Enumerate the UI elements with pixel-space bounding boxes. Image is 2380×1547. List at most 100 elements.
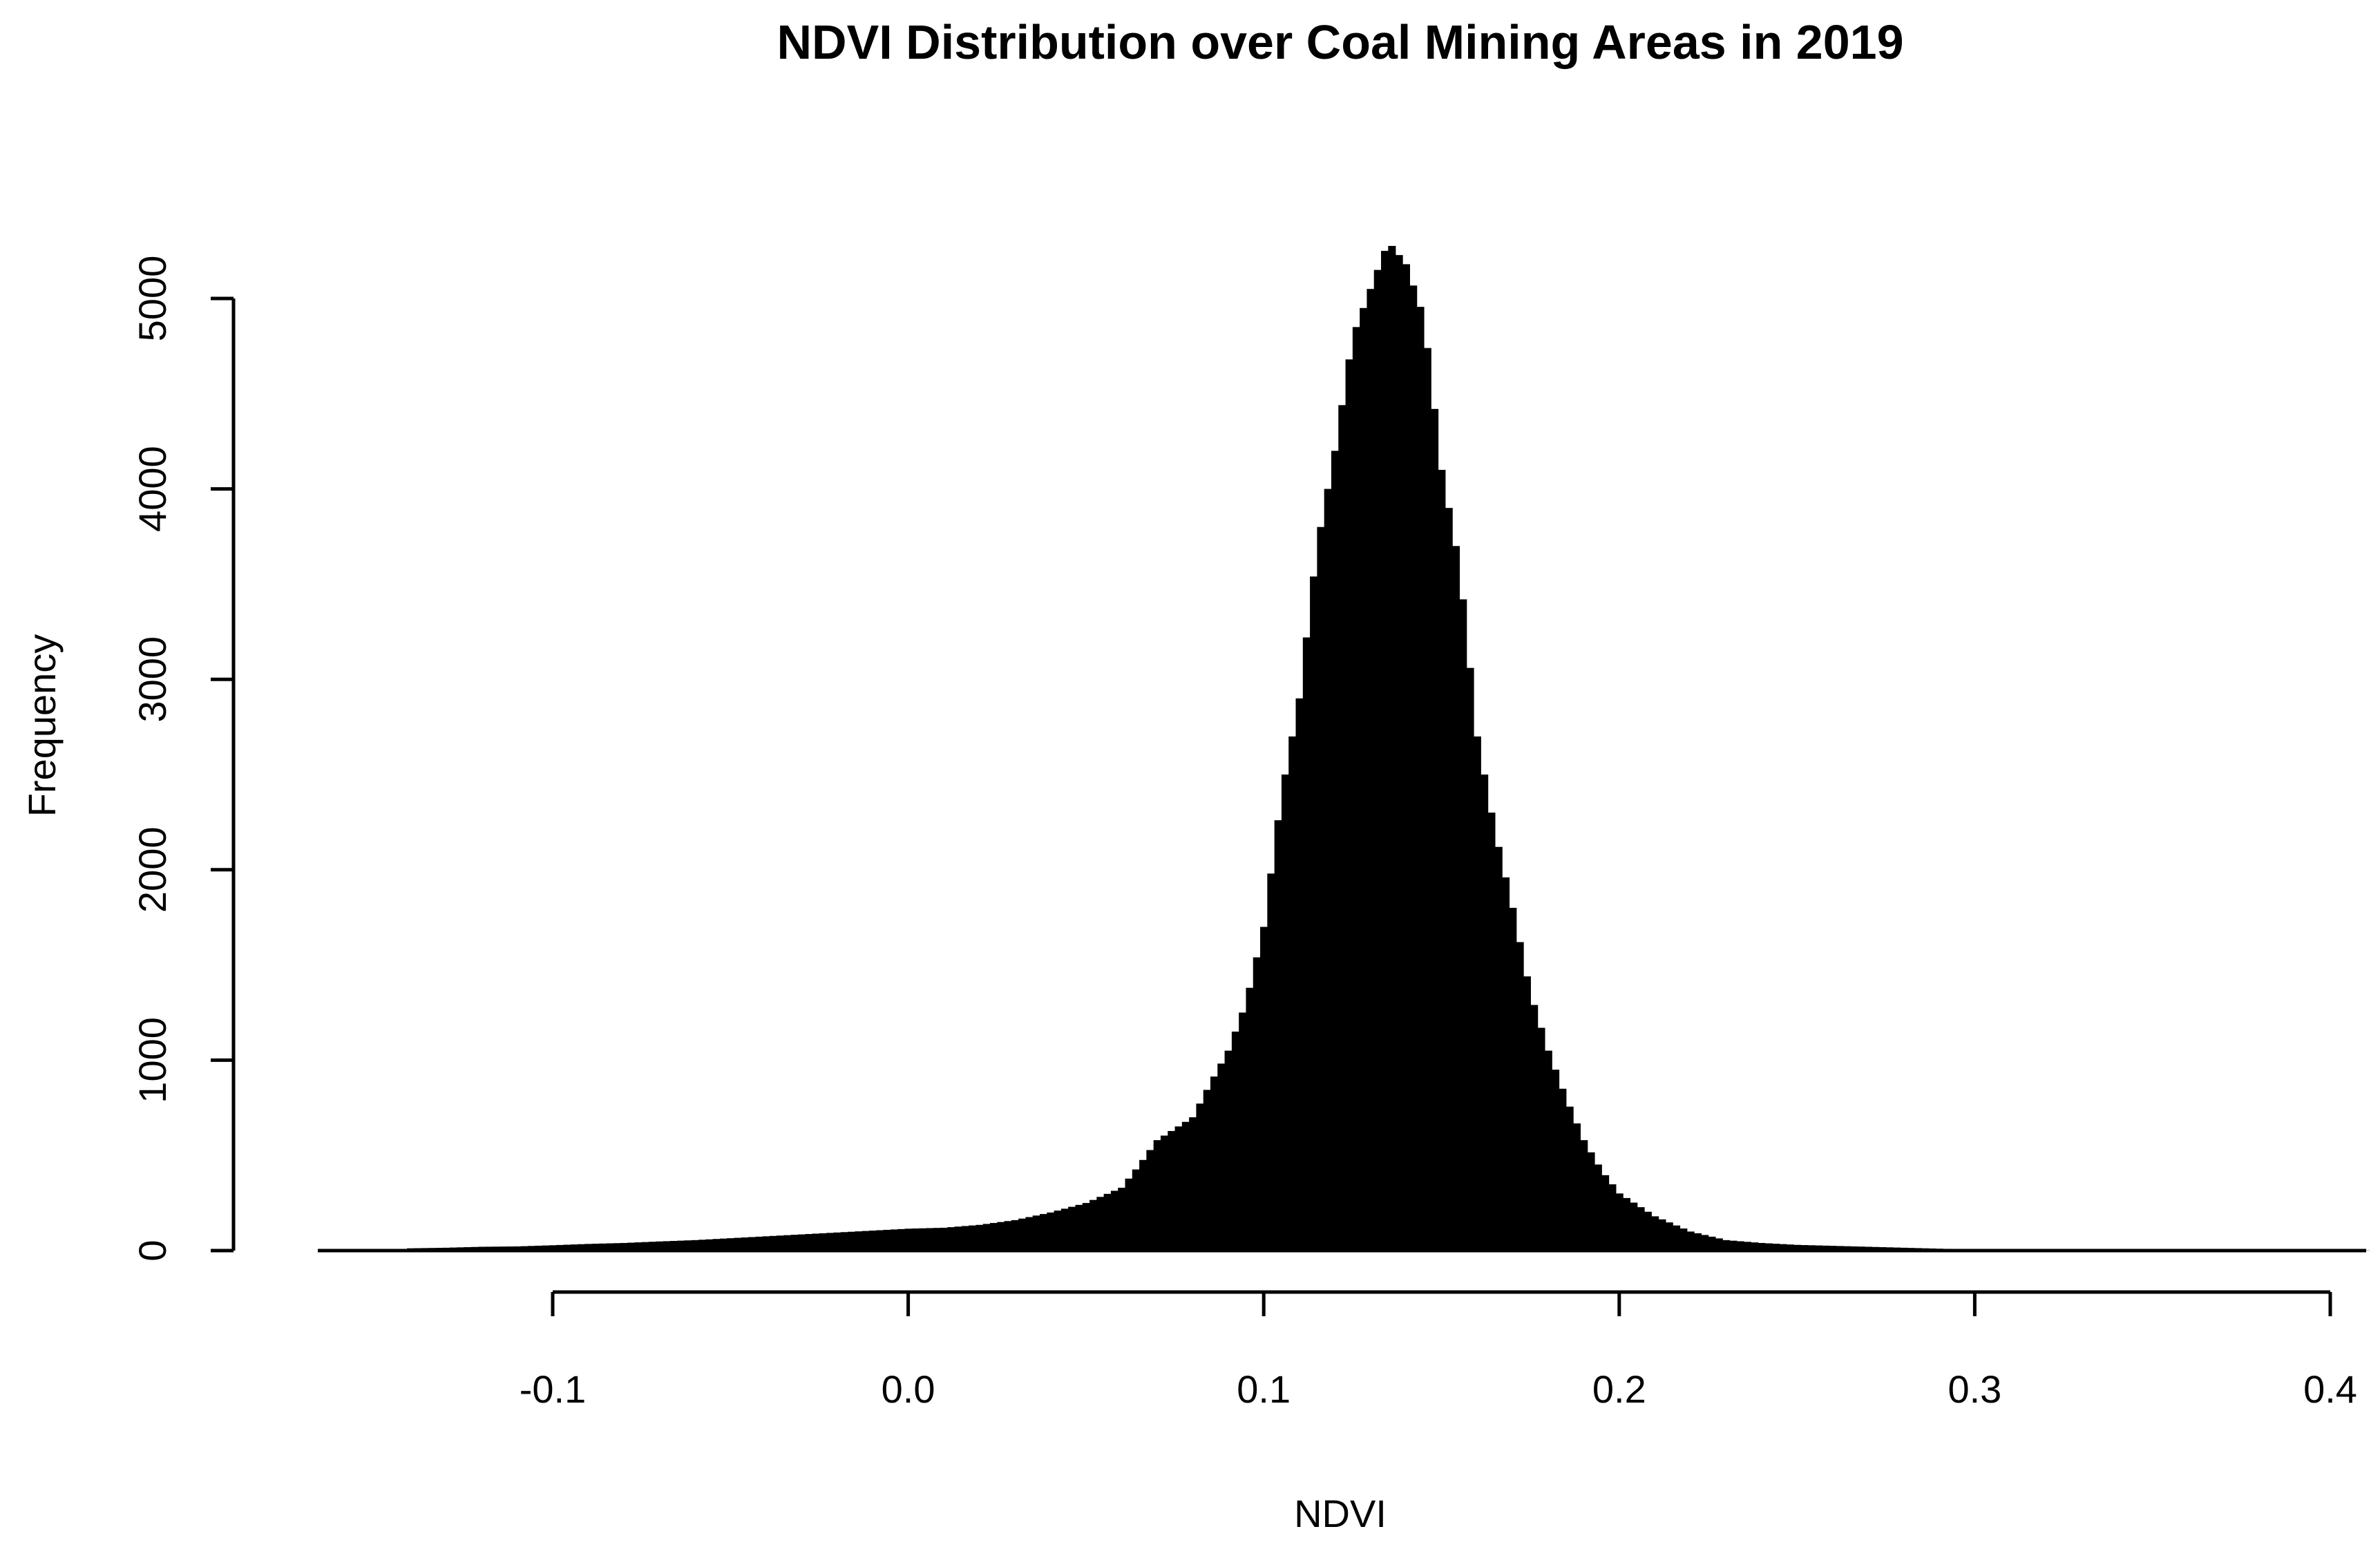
- histogram-bar-51: [769, 1235, 777, 1251]
- histogram-bar-22: [563, 1244, 571, 1251]
- histogram-bar-194: [1786, 1244, 1794, 1251]
- histogram-bar-145: [1438, 470, 1446, 1251]
- histogram-bar-124: [1288, 736, 1297, 1251]
- histogram-bar-63: [855, 1231, 863, 1251]
- histogram-bar-164: [1572, 1123, 1581, 1251]
- histogram-bar-56: [805, 1234, 813, 1251]
- x-axis-ticks: -0.1 0.0 0.1 0.2 0.3 0.4: [520, 1292, 2357, 1411]
- histogram-bar-30: [620, 1242, 628, 1251]
- histogram-bar-118: [1246, 987, 1254, 1251]
- histogram-bar-70: [904, 1228, 913, 1251]
- y-tick-label: 2000: [131, 827, 174, 913]
- histogram-bar-113: [1210, 1076, 1219, 1251]
- histogram-bar-196: [1800, 1245, 1809, 1251]
- histogram-bar-195: [1793, 1244, 1802, 1251]
- histogram-bar-175: [1651, 1216, 1659, 1251]
- histogram-bar-77: [954, 1226, 962, 1251]
- histogram-bar-32: [634, 1242, 642, 1251]
- histogram-bar-184: [1715, 1238, 1723, 1251]
- histogram-bar-87: [1025, 1217, 1034, 1251]
- histogram-bar-205: [1864, 1246, 1872, 1251]
- histogram-bar-139: [1395, 255, 1403, 1251]
- histogram-bar-39: [684, 1240, 692, 1251]
- histogram-bar-43: [712, 1239, 721, 1251]
- histogram-bar-163: [1565, 1106, 1574, 1251]
- histogram-bar-37: [669, 1241, 678, 1251]
- histogram-bar-21: [556, 1244, 564, 1251]
- histogram-bar-45: [727, 1238, 735, 1251]
- histogram-bar-153: [1494, 846, 1503, 1251]
- histogram-bar-26: [591, 1244, 600, 1251]
- histogram-bar-98: [1103, 1193, 1112, 1251]
- histogram-bar-74: [933, 1228, 941, 1251]
- histogram-bar-24: [578, 1244, 586, 1251]
- histogram-bar-59: [826, 1233, 835, 1251]
- y-tick-label: 5000: [131, 256, 174, 342]
- histogram-bar-133: [1352, 327, 1360, 1251]
- histogram-bar-91: [1054, 1211, 1062, 1251]
- histogram-bar-14: [506, 1246, 515, 1251]
- histogram-bar-110: [1189, 1117, 1197, 1251]
- histogram-bar-15: [513, 1246, 522, 1251]
- histogram-bar-34: [648, 1242, 657, 1251]
- histogram-bar-90: [1047, 1212, 1055, 1251]
- histogram-bar-40: [691, 1240, 699, 1251]
- histogram-bar-28: [606, 1243, 614, 1251]
- histogram-bar-170: [1615, 1193, 1624, 1251]
- histogram-bar-48: [748, 1237, 756, 1251]
- histogram-bar-25: [584, 1244, 593, 1251]
- histogram-bar-109: [1181, 1121, 1190, 1251]
- histogram-bar-58: [819, 1233, 828, 1251]
- histogram-bar-178: [1672, 1225, 1681, 1251]
- histogram-bar-126: [1302, 637, 1311, 1251]
- histogram-bar-84: [1004, 1221, 1012, 1251]
- chart-title: NDVI Distribution over Coal Mining Areas…: [777, 15, 1903, 69]
- histogram-bar-161: [1552, 1070, 1560, 1251]
- histogram-bar-157: [1523, 976, 1531, 1251]
- histogram-bar-185: [1722, 1240, 1731, 1251]
- histogram-bar-36: [663, 1241, 671, 1251]
- histogram-bar-169: [1608, 1184, 1617, 1251]
- histogram-bar-171: [1622, 1197, 1631, 1251]
- histogram-bar-154: [1501, 877, 1510, 1251]
- histogram-bar-64: [861, 1231, 870, 1251]
- histogram-bar-16: [520, 1246, 529, 1251]
- histogram-bar-76: [947, 1227, 955, 1251]
- histogram-bar-94: [1075, 1204, 1083, 1251]
- histogram-bar-95: [1082, 1203, 1090, 1251]
- histogram-bar-11: [485, 1246, 493, 1251]
- histogram-bar-100: [1118, 1188, 1126, 1251]
- histogram-bar-106: [1160, 1135, 1169, 1251]
- histogram-bar-114: [1217, 1063, 1226, 1251]
- histogram-bar-79: [969, 1225, 977, 1251]
- histogram-bar-177: [1665, 1222, 1673, 1251]
- histogram-bar-65: [868, 1231, 877, 1251]
- histogram-bar-183: [1708, 1236, 1716, 1251]
- histogram-bar-119: [1253, 957, 1261, 1251]
- histogram-bar-141: [1409, 285, 1418, 1251]
- histogram-bar-103: [1139, 1159, 1148, 1251]
- histogram-bar-193: [1779, 1244, 1787, 1251]
- x-tick-label: 0.3: [1948, 1367, 2001, 1411]
- histogram-bar-44: [719, 1238, 727, 1251]
- histogram-bar-181: [1693, 1233, 1702, 1251]
- y-tick-label: 1000: [131, 1017, 174, 1103]
- histogram-bar-121: [1267, 873, 1275, 1251]
- histogram-bar-198: [1814, 1245, 1822, 1251]
- histogram-bar-144: [1431, 408, 1439, 1251]
- x-tick-label: 0.2: [1592, 1367, 1646, 1411]
- x-tick-label: -0.1: [520, 1367, 587, 1411]
- histogram-bar-116: [1231, 1032, 1239, 1251]
- histogram-bar-78: [961, 1226, 969, 1251]
- y-tick-label: 3000: [131, 636, 174, 723]
- histogram-bar-52: [777, 1235, 785, 1251]
- histogram-bar-148: [1459, 599, 1467, 1251]
- histogram-bar-201: [1836, 1246, 1844, 1251]
- histogram-bar-203: [1850, 1246, 1858, 1251]
- histogram-bar-69: [897, 1228, 906, 1251]
- histogram-bar-86: [1018, 1218, 1027, 1251]
- histogram-bar-72: [919, 1228, 927, 1251]
- histogram-bar-83: [997, 1222, 1005, 1251]
